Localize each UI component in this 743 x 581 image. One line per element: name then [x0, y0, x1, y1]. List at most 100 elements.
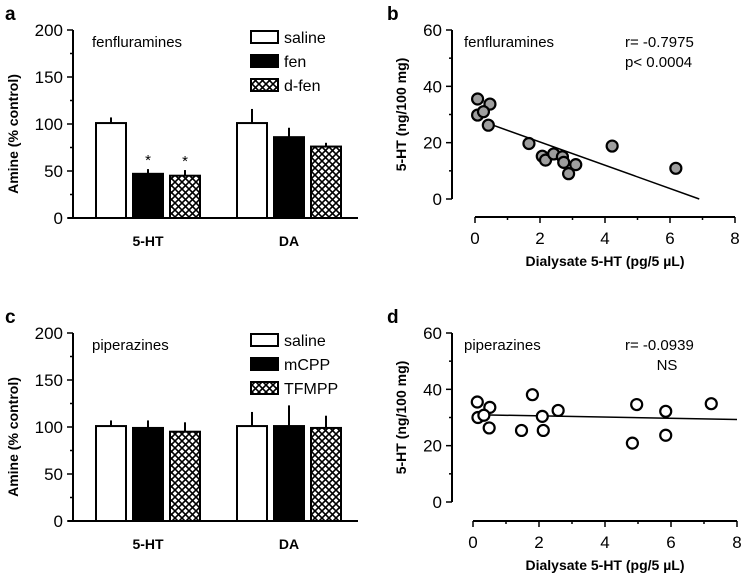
significance-marker: * — [182, 153, 188, 170]
data-point — [704, 397, 718, 411]
data-point — [522, 136, 536, 151]
y-tick-label: 50 — [44, 162, 63, 181]
y-tick-label: 0 — [54, 512, 63, 531]
legend-swatch-saline — [250, 30, 279, 44]
annotation: piperazines — [464, 337, 541, 354]
data-point — [557, 155, 571, 169]
legend-swatch-saline — [250, 333, 279, 347]
y-tick-label: 0 — [54, 209, 63, 228]
x-category-label: 5-HT — [132, 233, 164, 249]
y-tick-label: 0 — [433, 190, 442, 209]
data-point — [535, 409, 549, 423]
x-category-label: DA — [279, 536, 299, 552]
x-axis-label: Dialysate 5-HT (pg/5 µL) — [526, 557, 685, 573]
annotation: fenfluramines — [92, 34, 182, 51]
y-tick-label: 60 — [423, 21, 442, 40]
y-tick-label: 20 — [423, 134, 442, 153]
bar-saline — [236, 122, 268, 219]
y-tick-label: 200 — [35, 324, 63, 343]
data-point — [569, 158, 583, 172]
x-tick-label: 8 — [730, 229, 739, 248]
y-axis-label: 5-HT (ng/100 mg) — [393, 361, 409, 475]
x-category-label: 5-HT — [132, 536, 164, 552]
x-axis-label: Dialysate 5-HT (pg/5 µL) — [526, 253, 685, 269]
panel-label: a — [5, 4, 16, 25]
legend-swatch-mCPP — [250, 357, 279, 371]
panel-b: b 0 20 40 60 0 2 4 6 8 Dialysate 5-HT (pg/5 µL) 5-H… — [387, 4, 740, 269]
x-tick-label: 6 — [665, 229, 674, 248]
y-tick-label: 60 — [423, 324, 442, 343]
annotation: fenfluramines — [464, 34, 554, 51]
y-axis-label: Amine (% control) — [5, 377, 21, 497]
legend-label: saline — [284, 333, 326, 350]
bar-saline — [95, 122, 127, 219]
stat-r: r= -0.7975 — [625, 34, 694, 51]
panel-c: c 0 50 100 150 200 Amine (% control) piperazine… — [5, 307, 358, 552]
data-point — [551, 403, 565, 418]
bar-fen — [132, 172, 164, 220]
bar-saline — [95, 425, 127, 522]
data-point — [482, 421, 496, 435]
y-tick-label: 50 — [44, 465, 63, 484]
panel-label: b — [387, 4, 399, 25]
panel-label: c — [5, 307, 16, 328]
data-point — [470, 395, 484, 409]
data-point — [605, 139, 619, 153]
annotation: piperazines — [92, 337, 169, 354]
stat-r: r= -0.0939 — [625, 337, 694, 354]
stat-p: NS — [657, 357, 678, 374]
bar-TFMPP — [169, 430, 201, 523]
x-tick-label: 0 — [470, 229, 479, 248]
x-tick-label: 4 — [600, 229, 609, 248]
bar-saline — [236, 425, 268, 522]
data-point — [561, 167, 576, 181]
legend-label: d-fen — [284, 78, 320, 95]
y-tick-label: 150 — [35, 371, 63, 390]
significance-marker: * — [145, 152, 151, 169]
panel-label: d — [387, 307, 399, 328]
y-tick-label: 40 — [423, 380, 442, 399]
data-point — [630, 397, 644, 412]
x-tick-label: 0 — [468, 533, 477, 552]
y-tick-label: 40 — [423, 77, 442, 96]
x-tick-label: 2 — [534, 533, 543, 552]
regression-line — [489, 414, 738, 421]
legend-swatch-fen — [250, 54, 279, 68]
legend-label: saline — [284, 30, 326, 47]
bar-d-fen — [310, 145, 342, 219]
data-point — [514, 423, 529, 438]
panel-a: a 0 50 100 150 200 Amine (% control) fenflurami… — [5, 4, 358, 249]
data-point — [471, 92, 485, 106]
data-point — [659, 428, 673, 442]
y-tick-label: 150 — [35, 68, 63, 87]
data-point — [525, 388, 540, 402]
y-tick-label: 100 — [35, 418, 63, 437]
legend-label: fen — [284, 54, 306, 71]
y-tick-label: 100 — [35, 115, 63, 134]
bar-mCPP — [132, 426, 164, 522]
legend-swatch-TFMPP — [250, 381, 279, 395]
bar-d-fen — [169, 174, 201, 219]
legend-label: TFMPP — [284, 381, 338, 398]
regression-line — [489, 123, 700, 200]
data-point — [536, 423, 550, 438]
data-point — [625, 436, 639, 450]
legend-label: mCPP — [284, 357, 330, 374]
bar-mCPP — [273, 425, 305, 522]
y-tick-label: 0 — [433, 493, 442, 512]
stat-p: p< 0.0004 — [625, 54, 692, 71]
y-tick-label: 200 — [35, 21, 63, 40]
data-point — [659, 404, 673, 418]
x-tick-label: 8 — [732, 533, 741, 552]
x-tick-label: 2 — [535, 229, 544, 248]
data-point — [477, 408, 491, 422]
bar-TFMPP — [310, 426, 342, 522]
y-axis-label: 5-HT (ng/100 mg) — [393, 58, 409, 172]
data-point — [669, 161, 683, 175]
data-point — [481, 118, 495, 132]
y-axis-label: Amine (% control) — [5, 74, 21, 194]
x-tick-label: 4 — [600, 533, 609, 552]
x-tick-label: 6 — [666, 533, 675, 552]
data-point — [476, 105, 491, 119]
